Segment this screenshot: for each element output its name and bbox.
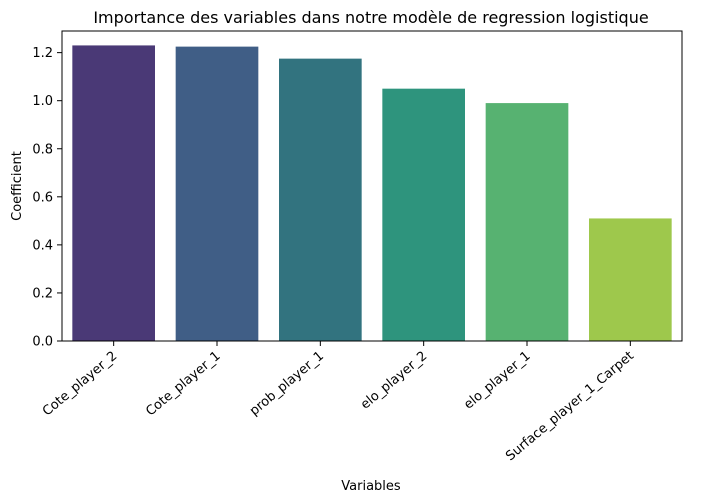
plot-area: 0.0 0.2 0.4 0.6 0.8 1.0 1.2 Cote_player_2 Cote_p… (32, 45, 672, 464)
chart-title: Importance des variables dans notre modè… (93, 8, 648, 27)
x-tick-label: Cote_player_2 (40, 349, 120, 420)
bar-elo_player_2 (382, 88, 465, 342)
x-axis-label: Variables (341, 479, 401, 494)
x-tick-label: elo_player_2 (358, 349, 430, 413)
plot-frame (61, 30, 683, 342)
bar-prob_player_1 (279, 58, 362, 342)
y-tick-label: 0.8 (32, 142, 53, 157)
bar-Surface_player_1_Carpet (589, 218, 672, 341)
y-tick-label: 1.0 (32, 94, 53, 109)
y-axis-label: Coefficient (10, 151, 25, 221)
y-tick-label: 1.2 (32, 46, 53, 61)
x-tick-label: elo_player_1 (461, 349, 533, 413)
y-tick-label: 0.0 (32, 335, 53, 350)
bar-elo_player_1 (485, 103, 569, 342)
y-tick-label: 0.6 (32, 190, 53, 205)
bar-Cote_player_1 (175, 46, 259, 342)
y-tick-label: 0.2 (32, 286, 53, 301)
x-tick-label: prob_player_1 (247, 349, 327, 419)
y-tick-label: 0.4 (32, 238, 53, 253)
x-tick-label: Cote_player_1 (143, 349, 223, 420)
bar-Cote_player_2 (72, 45, 155, 341)
